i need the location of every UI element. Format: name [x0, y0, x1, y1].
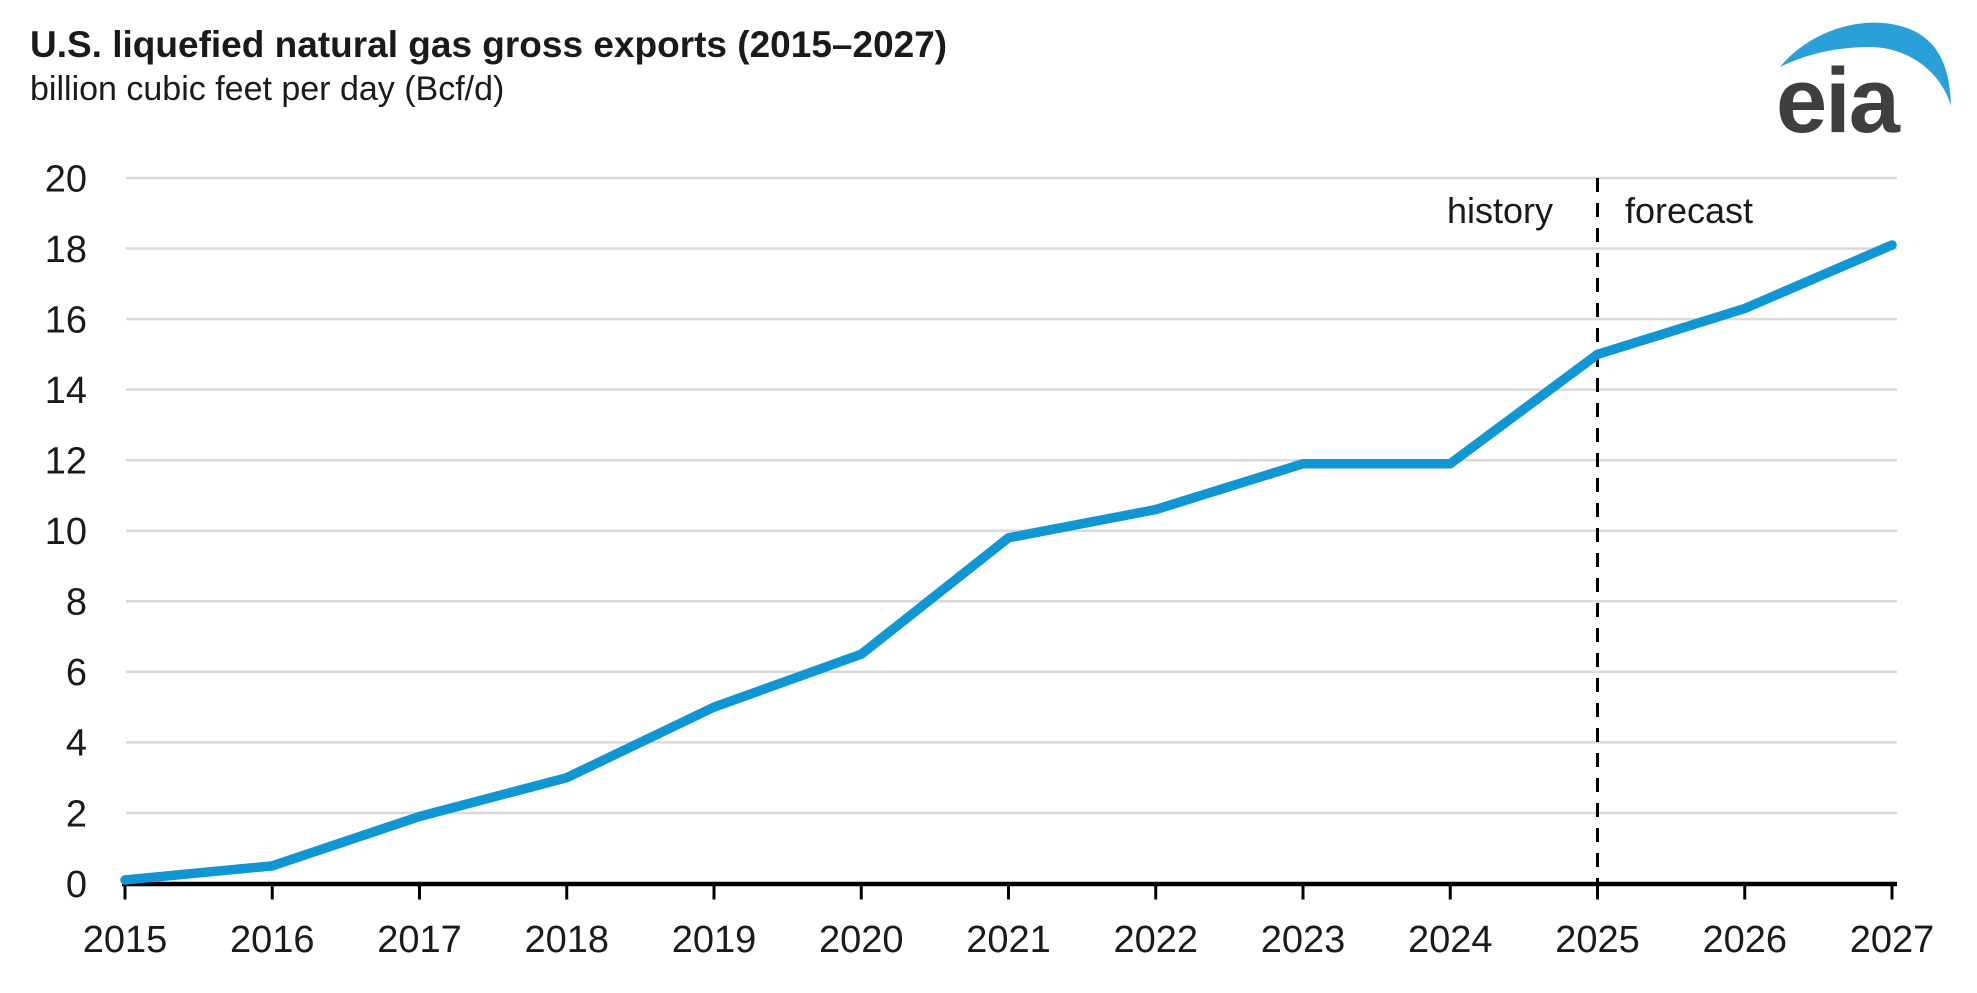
y-tick-label: 14: [45, 370, 87, 412]
y-tick-label: 6: [66, 652, 87, 694]
history-label: history: [1446, 190, 1553, 231]
x-tick-label: 2018: [524, 919, 609, 961]
x-tick-label: 2021: [966, 919, 1051, 961]
y-tick-label: 0: [66, 864, 87, 906]
x-tick-label: 2026: [1702, 919, 1787, 961]
y-tick-label: 10: [45, 511, 87, 553]
y-tick-label: 8: [66, 582, 87, 624]
lng-exports-line: [120, 240, 1897, 885]
x-tick-label: 2027: [1850, 919, 1935, 961]
x-tick-label: 2020: [819, 919, 904, 961]
y-tick-label: 18: [45, 229, 87, 271]
y-tick-label: 20: [45, 158, 87, 200]
x-tick-label: 2024: [1408, 919, 1493, 961]
eia-logo-text: eia: [1776, 50, 1901, 136]
x-tick-label: 2023: [1261, 919, 1346, 961]
y-tick-label: 4: [66, 723, 87, 765]
x-tick-label: 2025: [1555, 919, 1640, 961]
eia-logo: eia: [1776, 22, 1951, 136]
y-tick-label: 2: [66, 793, 87, 835]
eia-logo-swoosh-icon: [1780, 22, 1951, 106]
forecast-label: forecast: [1625, 190, 1754, 231]
x-tick-label: 2015: [83, 919, 168, 961]
y-tick-label: 12: [45, 441, 87, 483]
x-tick-label: 2016: [230, 919, 315, 961]
x-tick-label: 2019: [672, 919, 757, 961]
chart-units-subtitle: billion cubic feet per day (Bcf/d): [30, 70, 505, 108]
x-tick-label: 2022: [1113, 919, 1198, 961]
y-tick-label: 16: [45, 299, 87, 341]
chart-title: U.S. liquefied natural gas gross exports…: [30, 24, 948, 65]
x-tick-label: 2017: [377, 919, 462, 961]
